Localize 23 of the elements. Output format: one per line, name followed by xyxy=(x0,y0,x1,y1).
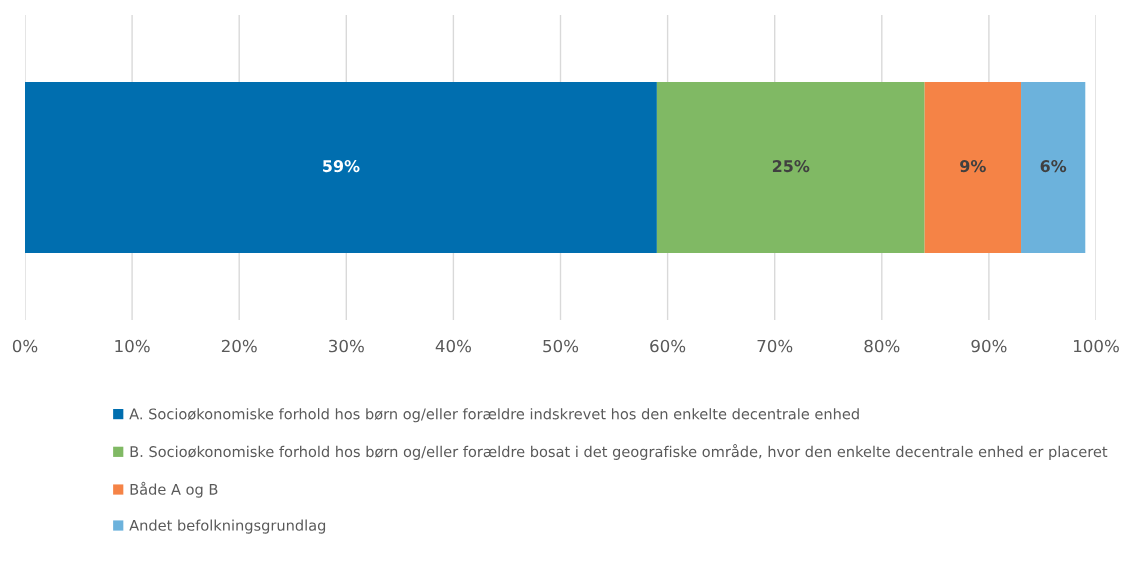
x-tick-label: 20% xyxy=(221,339,257,353)
x-tick-label: 90% xyxy=(971,339,1007,353)
x-tick-label: 60% xyxy=(650,339,686,353)
data-label: 25% xyxy=(772,160,810,173)
x-tick-label: 100% xyxy=(1074,339,1119,353)
legend-label: Både A og B xyxy=(130,481,218,498)
legend-label: B. Socioøkonomiske forhold hos børn og/eller forældre bosat i det geografiske område, hvor den enkelte decentrale enhed er placeret xyxy=(130,444,1108,460)
bar xyxy=(1021,82,1086,253)
x-tick-label: 50% xyxy=(543,339,579,353)
legend-label: A. Socioøkonomiske forhold hos børn og/eller forældre indskrevet hos den enkelte decentrale enhed xyxy=(129,408,859,423)
x-tick-label: 30% xyxy=(329,339,364,353)
data-label: 9% xyxy=(960,160,986,173)
legend-label: Andet befolkningsgrundlag xyxy=(129,519,326,534)
x-tick-label: 0% xyxy=(12,339,38,353)
data-label: 6% xyxy=(1040,160,1067,173)
x-tick-label: 80% xyxy=(864,339,900,353)
data-label: 59% xyxy=(323,160,360,173)
x-tick-label: 10% xyxy=(115,339,150,353)
x-tick-label: 70% xyxy=(757,339,793,353)
x-tick-label: 40% xyxy=(435,339,471,353)
bar xyxy=(25,82,657,253)
bar xyxy=(656,82,925,253)
bar xyxy=(924,82,1022,253)
